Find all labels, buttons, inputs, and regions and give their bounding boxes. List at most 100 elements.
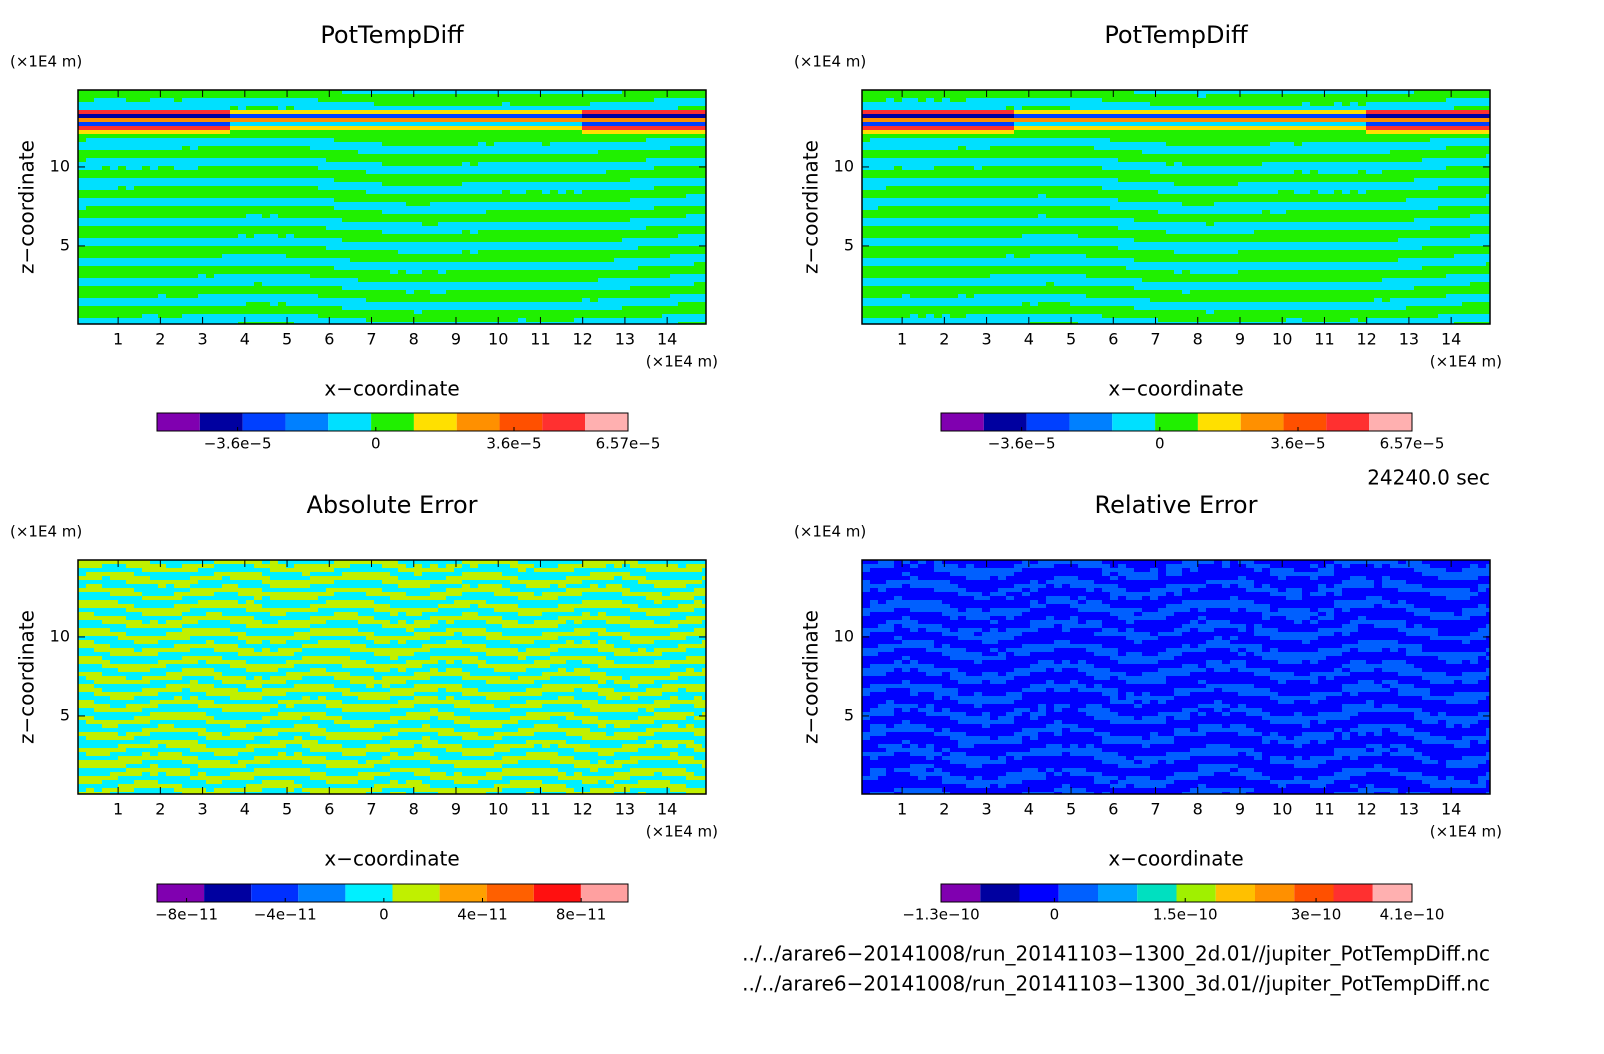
contour-cell bbox=[390, 604, 438, 608]
contour-cell bbox=[1254, 584, 1262, 588]
contour-cell bbox=[910, 572, 950, 576]
contour-cell bbox=[1358, 318, 1366, 322]
contour-cell bbox=[862, 322, 1030, 324]
contour-cell bbox=[590, 572, 630, 576]
contour-cell bbox=[1366, 616, 1430, 620]
contour-cell bbox=[942, 612, 1022, 616]
contour-cell bbox=[630, 632, 670, 636]
contour-cell bbox=[78, 648, 94, 652]
colorbar-box bbox=[328, 413, 372, 431]
contour-cell bbox=[102, 620, 142, 624]
contour-cell bbox=[310, 768, 390, 772]
contour-cell bbox=[158, 660, 198, 664]
contour-cell bbox=[1254, 632, 1334, 636]
contour-cell bbox=[430, 616, 502, 620]
contour-cell bbox=[654, 166, 706, 170]
contour-cell bbox=[150, 560, 214, 564]
contour-cell bbox=[1334, 752, 1382, 756]
contour-cell bbox=[1374, 748, 1390, 752]
contour-cell bbox=[1030, 620, 1078, 624]
contour-cell bbox=[1486, 760, 1490, 764]
contour-cell bbox=[1278, 576, 1286, 580]
contour-cell bbox=[1294, 736, 1334, 740]
contour-cell bbox=[1070, 302, 1462, 306]
contour-cell bbox=[1078, 744, 1086, 748]
contour-cell bbox=[1022, 234, 1078, 238]
contour-cell bbox=[78, 198, 334, 202]
contour-cell bbox=[1262, 772, 1334, 776]
contour-cell bbox=[654, 648, 686, 652]
contour-cell bbox=[526, 740, 566, 744]
contour-cell bbox=[318, 294, 670, 298]
contour-cell bbox=[878, 756, 926, 760]
contour-cell bbox=[1166, 720, 1270, 724]
contour-cell bbox=[1310, 640, 1358, 644]
contour-cell bbox=[1110, 564, 1118, 568]
contour-cell bbox=[1030, 560, 1038, 564]
contour-cell bbox=[1110, 576, 1118, 580]
contour-cell bbox=[246, 668, 278, 672]
contour-cell bbox=[646, 792, 686, 794]
contour-cell bbox=[686, 688, 706, 692]
contour-cell bbox=[1182, 632, 1254, 636]
contour-cell bbox=[870, 692, 910, 696]
contour-cell bbox=[1294, 712, 1302, 716]
contour-cell bbox=[262, 676, 270, 680]
contour-cell bbox=[1478, 720, 1490, 724]
contour-cell bbox=[862, 572, 902, 576]
contour-cell bbox=[534, 744, 542, 748]
contour-cell bbox=[366, 318, 518, 322]
contour-cell bbox=[1398, 732, 1430, 736]
contour-cell bbox=[1166, 230, 1254, 234]
contour-cell bbox=[1094, 756, 1126, 760]
contour-cell bbox=[862, 226, 1118, 230]
contour-cell bbox=[1390, 150, 1490, 154]
contour-cell bbox=[902, 708, 910, 712]
contour-cell bbox=[166, 584, 174, 588]
contour-cell bbox=[910, 608, 958, 612]
contour-cell bbox=[78, 716, 94, 720]
contour-cell bbox=[1166, 604, 1270, 608]
contour-cell bbox=[494, 608, 574, 612]
contour-cell bbox=[870, 708, 894, 712]
contour-cell bbox=[1390, 600, 1398, 604]
contour-cell bbox=[606, 628, 694, 632]
contour-cell bbox=[254, 776, 310, 780]
contour-cell bbox=[1374, 624, 1406, 628]
contour-cell bbox=[1382, 752, 1390, 756]
contour-cell bbox=[1478, 656, 1486, 660]
contour-cell bbox=[678, 624, 706, 628]
contour-cell bbox=[78, 580, 126, 584]
contour-cell bbox=[238, 636, 310, 640]
contour-cell bbox=[1294, 744, 1302, 748]
contour-cell bbox=[1350, 716, 1414, 720]
contour-cell bbox=[206, 744, 246, 748]
contour-cell bbox=[894, 700, 958, 704]
contour-cell bbox=[990, 784, 998, 788]
contour-cell bbox=[1094, 776, 1118, 780]
contour-cell bbox=[598, 640, 606, 644]
x-tick-label: 5 bbox=[1066, 330, 1076, 349]
contour-cell bbox=[430, 648, 470, 652]
contour-cell bbox=[1094, 588, 1102, 592]
contour-cell bbox=[1158, 660, 1206, 664]
contour-cell bbox=[294, 788, 302, 792]
contour-cell bbox=[886, 600, 942, 604]
contour-cell bbox=[958, 744, 974, 748]
contour-cell bbox=[1334, 736, 1342, 740]
contour-cell bbox=[462, 592, 494, 596]
contour-cell bbox=[1318, 568, 1334, 572]
contour-cell bbox=[142, 688, 182, 692]
contour-cell bbox=[574, 568, 646, 572]
contour-cell bbox=[78, 704, 110, 708]
contour-cell bbox=[198, 764, 246, 768]
contour-cell bbox=[1230, 564, 1246, 568]
contour-cell bbox=[1158, 652, 1182, 656]
contour-cell bbox=[278, 668, 310, 672]
contour-cell bbox=[966, 672, 982, 676]
contour-cell bbox=[326, 588, 382, 592]
contour-cell bbox=[1486, 652, 1490, 656]
contour-cell bbox=[110, 644, 174, 648]
contour-cell bbox=[1334, 616, 1358, 620]
contour-cell bbox=[78, 628, 110, 632]
